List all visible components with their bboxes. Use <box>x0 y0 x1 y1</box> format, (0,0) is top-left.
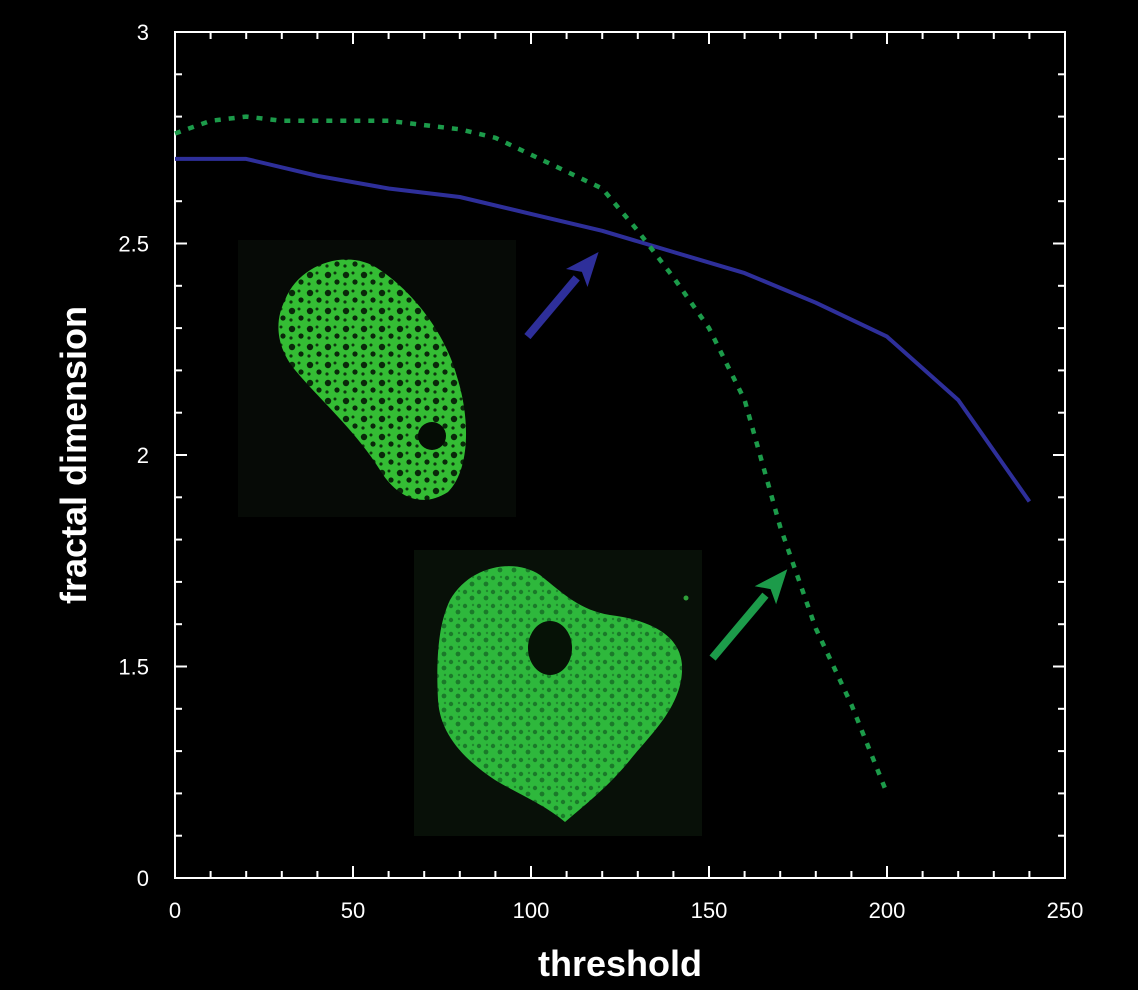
y-tick-label: 3 <box>137 20 149 45</box>
y-tick-label: 0 <box>137 866 149 891</box>
x-tick-label: 50 <box>341 898 365 923</box>
x-tick-label: 200 <box>869 898 906 923</box>
inset-dense-nucleus <box>414 550 702 836</box>
nucleolus-icon <box>528 621 572 675</box>
arrow-shaft <box>709 592 769 661</box>
x-tick-label: 250 <box>1047 898 1084 923</box>
arrow-head-icon <box>566 252 599 287</box>
axis-tick-labels: 0 50 100 150 200 250 0 1.5 2 2.5 3 <box>118 20 1083 923</box>
y-axis-title: fractal dimension <box>53 306 94 604</box>
y-tick-label: 2.5 <box>118 232 149 257</box>
axis-ticks <box>174 31 1066 879</box>
x-tick-label: 0 <box>169 898 181 923</box>
annotation-layer <box>524 252 788 661</box>
inset-speckled-nucleus <box>238 240 516 517</box>
nucleolus-icon <box>418 422 446 450</box>
x-axis-title: threshold <box>538 943 702 984</box>
arrow-head-icon <box>754 569 788 605</box>
x-tick-label: 150 <box>691 898 728 923</box>
nucleus-dense-icon <box>437 566 683 822</box>
y-tick-label: 2 <box>137 443 149 468</box>
x-tick-label: 100 <box>513 898 550 923</box>
speck-icon <box>683 595 689 601</box>
series-layer <box>174 114 1032 795</box>
arrow-shaft <box>524 275 580 340</box>
y-tick-label: 1.5 <box>118 655 149 680</box>
